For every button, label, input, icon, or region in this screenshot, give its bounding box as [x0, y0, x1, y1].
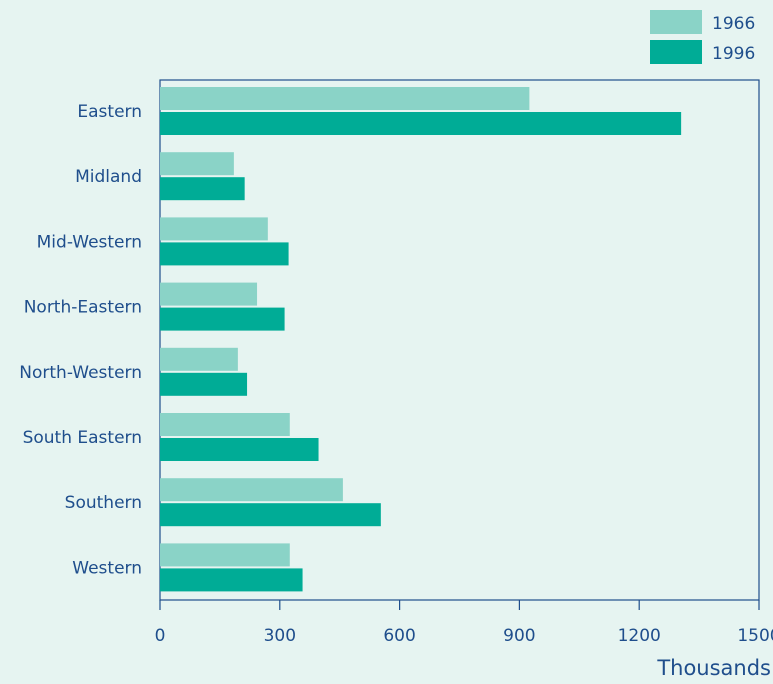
bar-1996-south-eastern — [160, 438, 319, 461]
category-label: North-Eastern — [24, 298, 142, 318]
bar-1966-mid-western — [160, 217, 268, 241]
bar-1996-eastern — [160, 112, 682, 135]
bar-1966-north-western — [160, 347, 238, 371]
plot-frame — [159, 79, 760, 601]
bar-1966-north-eastern — [160, 282, 258, 306]
bar-1996-north-eastern — [160, 307, 285, 331]
bar-1966-eastern — [160, 87, 530, 110]
legend-swatch-1966 — [650, 10, 702, 34]
legend-label-1966: 1966 — [712, 14, 755, 34]
bar-1996-mid-western — [160, 242, 289, 266]
category-label: Southern — [65, 493, 142, 513]
category-label: South Eastern — [23, 428, 142, 448]
category-label: Western — [72, 558, 142, 578]
x-tick-label: 300 — [264, 626, 296, 646]
bar-1996-southern — [160, 503, 381, 527]
category-label: Mid-Western — [37, 232, 142, 252]
category-label: Eastern — [77, 102, 142, 122]
bar-1996-midland — [160, 177, 245, 201]
bar-1966-southern — [160, 478, 343, 502]
category-label: Midland — [75, 167, 142, 187]
legend-swatch-1996 — [650, 40, 702, 64]
bar-1966-western — [160, 543, 290, 567]
x-axis-title: Thousands — [656, 656, 771, 680]
bar-1966-south-eastern — [160, 413, 290, 436]
x-tick-label: 1200 — [618, 626, 661, 646]
bar-1966-midland — [160, 152, 234, 176]
x-tick-label: 600 — [383, 626, 415, 646]
legend-label-1996: 1996 — [712, 44, 755, 64]
category-label: North-Western — [19, 363, 142, 383]
x-tick-label: 900 — [503, 626, 535, 646]
x-tick-label: 0 — [155, 626, 166, 646]
bar-1996-north-western — [160, 372, 248, 396]
x-tick-label: 1500 — [737, 626, 773, 646]
bar-1996-western — [160, 568, 303, 592]
